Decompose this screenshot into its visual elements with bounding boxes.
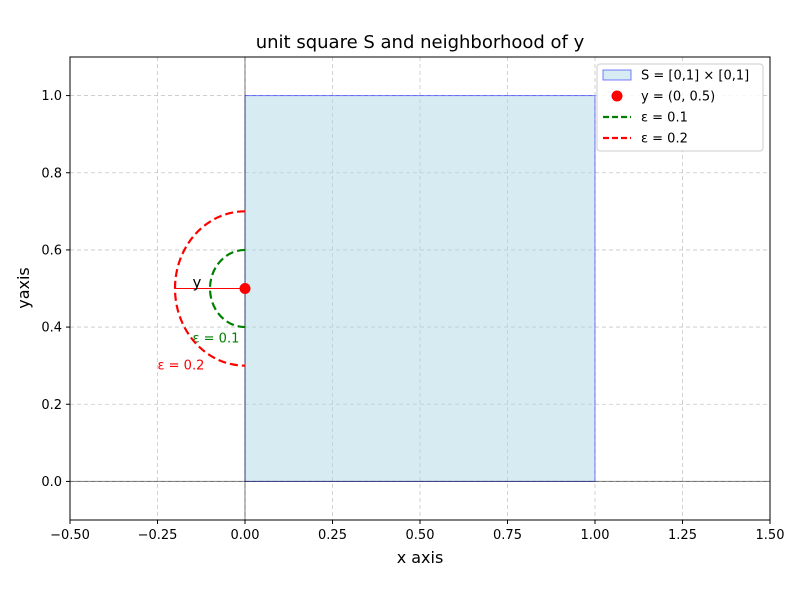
neighborhood-label-1: ε = 0.1 [193,332,240,347]
y-tick-label-3: 0.6 [41,243,62,258]
y-tick-label-4: 0.8 [41,166,62,181]
y-axis-label: yaxis [14,267,33,309]
point-y [239,283,251,294]
x-tick-label-0: −0.50 [50,528,90,543]
x-tick-label-3: 0.25 [318,528,347,543]
neighborhood-label-2: ε = 0.2 [158,359,205,374]
y-tick-label-0: 0.0 [41,475,62,490]
x-tick-label-1: −0.25 [138,528,178,543]
x-tick-label-2: 0.00 [231,528,260,543]
legend-label-0: S = [0,1] × [0,1] [641,69,749,84]
neighborhood-eps-1 [209,248,246,329]
x-tick-label-8: 1.50 [756,528,785,543]
legend-label-3: ε = 0.2 [641,132,688,147]
y-tick-label-1: 0.2 [41,398,62,413]
x-tick-label-7: 1.25 [668,528,697,543]
legend-label-1: y = (0, 0.5) [641,90,715,105]
x-tick-label-6: 1.00 [581,528,610,543]
unit-square [244,95,596,482]
legend-box [596,63,764,152]
legend-swatch-point [611,90,623,102]
y-tick-label-5: 1.0 [41,89,62,104]
x-tick-label-4: 0.50 [406,528,435,543]
neighborhood-eps-2 [173,210,246,367]
x-tick-label-5: 0.75 [493,528,522,543]
legend-label-2: ε = 0.1 [641,111,688,126]
legend: S = [0,1] × [0,1] y = (0, 0.5) ε = 0.1 ε = … [596,63,764,152]
chart-title: unit square S and neighborhood of y [256,32,585,53]
legend-swatch-square [602,69,632,81]
y-tick-label-2: 0.4 [41,321,62,336]
plot-area: ε = 0.1 ε = 0.2 y −0.50 −0.25 0.00 0.25 0.50 0.7… [41,56,785,543]
point-y-label: y [193,274,202,292]
x-axis-label: x axis [397,548,444,567]
